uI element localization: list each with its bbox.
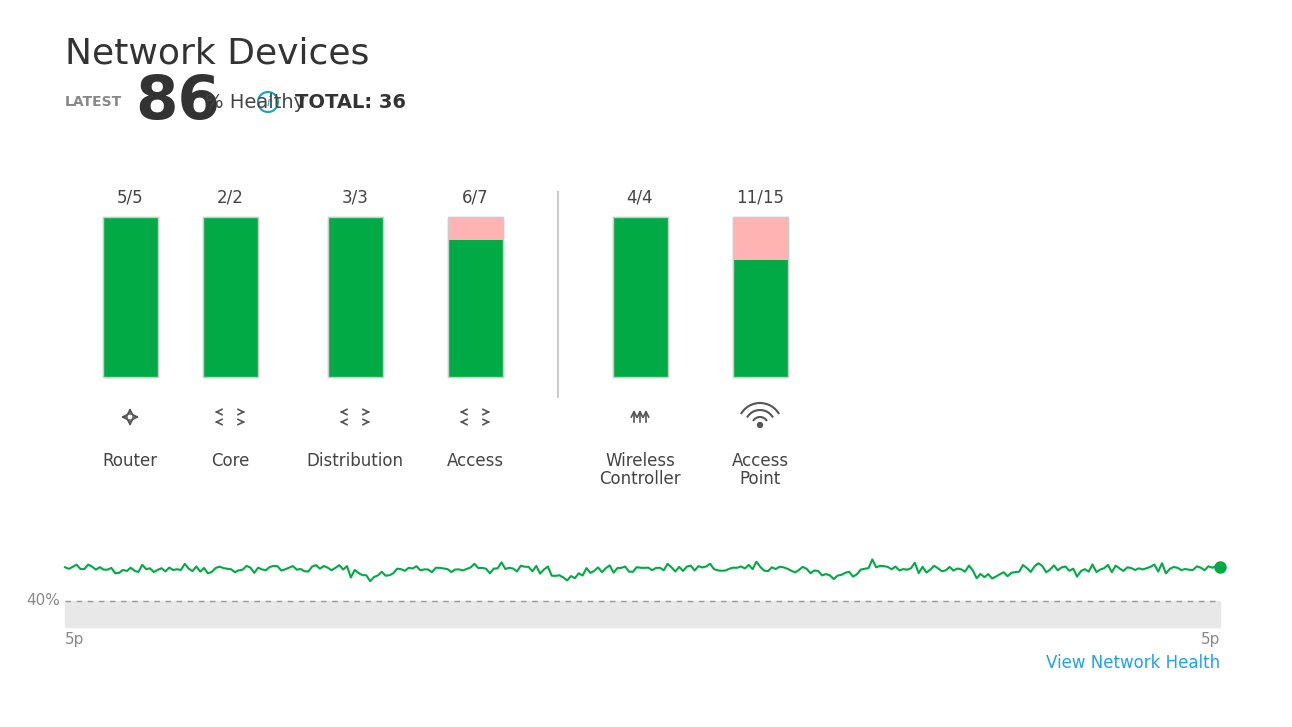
FancyBboxPatch shape xyxy=(733,217,788,260)
Text: 86: 86 xyxy=(134,73,220,132)
Text: Point: Point xyxy=(739,470,780,488)
Text: 5p: 5p xyxy=(1200,632,1220,647)
FancyBboxPatch shape xyxy=(327,217,382,377)
FancyBboxPatch shape xyxy=(203,217,257,377)
FancyBboxPatch shape xyxy=(102,217,158,377)
Text: Controller: Controller xyxy=(599,470,681,488)
Text: LATEST: LATEST xyxy=(65,95,123,109)
Text: 3/3: 3/3 xyxy=(341,189,368,207)
Text: % Healthy: % Healthy xyxy=(205,92,305,111)
FancyBboxPatch shape xyxy=(447,217,503,240)
FancyBboxPatch shape xyxy=(447,217,503,377)
FancyBboxPatch shape xyxy=(612,217,668,377)
Text: 11/15: 11/15 xyxy=(736,189,784,207)
FancyBboxPatch shape xyxy=(612,217,668,377)
FancyBboxPatch shape xyxy=(203,217,257,377)
Text: Access: Access xyxy=(731,452,788,470)
Text: View Network Health: View Network Health xyxy=(1047,654,1220,672)
Text: Network Devices: Network Devices xyxy=(65,37,370,71)
Text: i: i xyxy=(266,95,270,108)
Text: 6/7: 6/7 xyxy=(461,189,488,207)
FancyBboxPatch shape xyxy=(733,217,788,377)
Text: TOTAL: 36: TOTAL: 36 xyxy=(295,92,406,111)
Circle shape xyxy=(757,422,762,427)
FancyBboxPatch shape xyxy=(102,217,158,377)
Text: 4/4: 4/4 xyxy=(627,189,654,207)
FancyBboxPatch shape xyxy=(447,240,503,377)
Text: Access: Access xyxy=(447,452,504,470)
Text: 2/2: 2/2 xyxy=(217,189,243,207)
Text: 5p: 5p xyxy=(65,632,84,647)
Text: Router: Router xyxy=(102,452,158,470)
Text: Wireless: Wireless xyxy=(605,452,674,470)
FancyBboxPatch shape xyxy=(733,260,788,377)
FancyBboxPatch shape xyxy=(327,217,382,377)
Text: 5/5: 5/5 xyxy=(116,189,143,207)
Text: Distribution: Distribution xyxy=(306,452,403,470)
Text: Core: Core xyxy=(211,452,249,470)
Text: 40%: 40% xyxy=(26,593,59,608)
